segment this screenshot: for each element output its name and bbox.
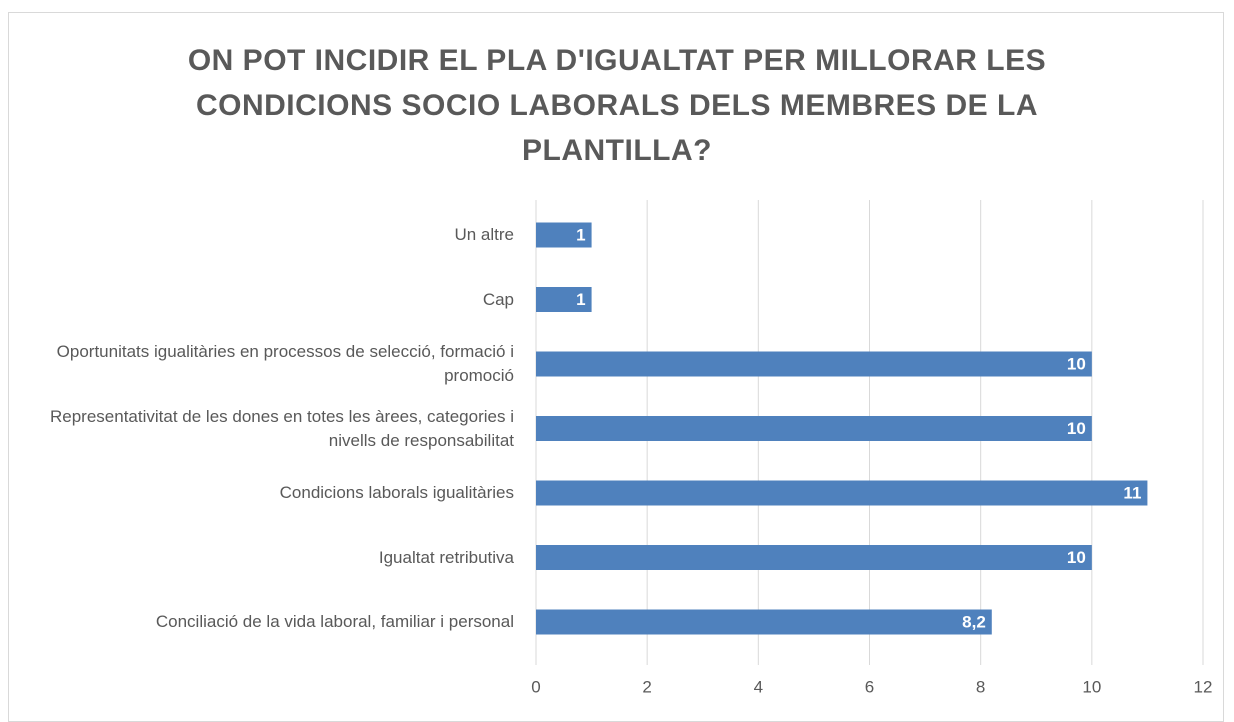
data-label: 10 <box>1067 354 1086 373</box>
bar <box>536 480 1148 506</box>
bar <box>536 416 1092 441</box>
data-label: 10 <box>1067 548 1086 567</box>
data-label: 1 <box>576 225 585 244</box>
y-tick-label: Representativitat de les dones en totes … <box>50 406 514 450</box>
bar <box>536 609 992 635</box>
bar <box>536 222 592 248</box>
bar <box>536 287 592 312</box>
data-label: 1 <box>576 290 585 309</box>
x-tick-label: 10 <box>1082 677 1101 696</box>
y-tick-label: Un altre <box>454 225 514 244</box>
data-label: 8,2 <box>962 612 986 631</box>
bar <box>536 545 1092 570</box>
x-tick-label: 12 <box>1194 677 1213 696</box>
y-tick-label: Oportunitats igualitàries en processos d… <box>56 342 514 385</box>
x-tick-label: 6 <box>865 677 874 696</box>
x-tick-label: 2 <box>642 677 651 696</box>
y-tick-label: Condicions laborals igualitàries <box>279 483 514 502</box>
bar <box>536 351 1092 377</box>
x-tick-label: 4 <box>754 677 763 696</box>
data-label: 11 <box>1123 483 1141 502</box>
x-tick-label: 0 <box>531 677 540 696</box>
data-label: 10 <box>1067 419 1086 438</box>
y-tick-label: Conciliació de la vida laboral, familiar… <box>155 612 514 631</box>
y-tick-label: Cap <box>482 289 514 309</box>
y-tick-label: Igualtat retributiva <box>378 547 514 567</box>
chart-title: ON POT INCIDIR EL PLA D'IGUALTAT PER MIL… <box>187 44 1047 167</box>
x-tick-label: 8 <box>976 677 985 696</box>
